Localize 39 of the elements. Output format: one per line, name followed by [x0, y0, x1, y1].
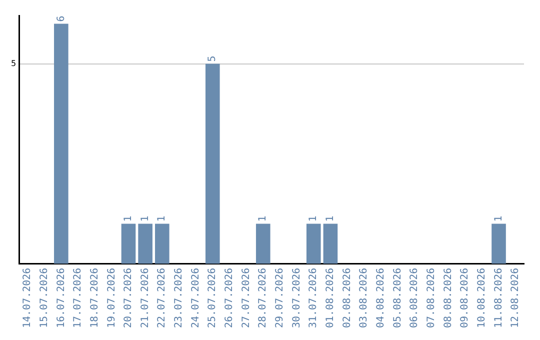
x-tick-label: 27.07.2026 — [240, 268, 252, 328]
x-tick-label: 05.08.2026 — [392, 268, 404, 328]
x-tick-label: 09.08.2026 — [460, 268, 471, 328]
x-tick-label: 25.07.2026 — [207, 268, 218, 328]
data-label: 5 — [207, 56, 218, 62]
x-tick-label: 08.08.2026 — [442, 268, 454, 328]
x-tick-label: 20.07.2026 — [123, 268, 134, 328]
x-tick-label: 29.07.2026 — [274, 268, 286, 328]
x-tick-label: 14.07.2026 — [22, 268, 34, 328]
x-tick-label: 30.07.2026 — [291, 268, 302, 328]
x-tick-label: 10.08.2026 — [476, 268, 488, 328]
x-tick-label: 01.08.2026 — [325, 268, 336, 328]
x-tick-label: 18.07.2026 — [89, 268, 100, 328]
x-tick-label: 07.08.2026 — [426, 268, 438, 328]
x-tick-label: 11.08.2026 — [493, 268, 504, 328]
data-label: 1 — [493, 216, 504, 222]
data-label: 1 — [123, 216, 134, 222]
x-tick-label: 26.07.2026 — [224, 268, 236, 328]
data-label: 1 — [308, 216, 320, 222]
x-tick-label: 22.07.2026 — [156, 268, 168, 328]
x-tick-label: 02.08.2026 — [342, 268, 353, 328]
data-label: 1 — [258, 216, 269, 222]
x-tick-label: 15.07.2026 — [38, 268, 50, 328]
x-tick-label: 24.07.2026 — [190, 268, 202, 328]
data-label: 1 — [156, 216, 168, 222]
data-label: 6 — [56, 16, 67, 22]
x-tick-label: 21.07.2026 — [140, 268, 151, 328]
x-tick-label: 28.07.2026 — [258, 268, 269, 328]
x-tick-label: 16.07.2026 — [56, 268, 67, 328]
x-tick-label: 04.08.2026 — [376, 268, 387, 328]
x-tick-label: 19.07.2026 — [106, 268, 118, 328]
x-tick-label: 31.07.2026 — [308, 268, 320, 328]
x-tick-label: 03.08.2026 — [358, 268, 370, 328]
x-tick-label: 17.07.2026 — [72, 268, 84, 328]
x-tick-label: 23.07.2026 — [174, 268, 185, 328]
data-label: 1 — [325, 216, 336, 222]
x-tick-label: 06.08.2026 — [409, 268, 420, 328]
x-tick-label: 12.08.2026 — [510, 268, 522, 328]
data-label: 1 — [140, 216, 151, 222]
